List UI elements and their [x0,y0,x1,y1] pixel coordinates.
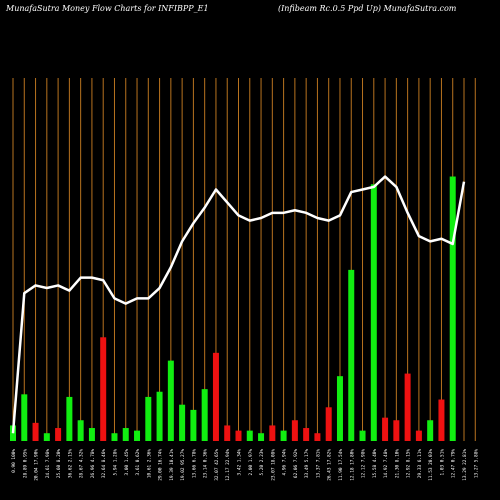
chart-subtitle: (Infibeam Rc.0.5 Ppd Up) MunafaSutra.com [278,4,457,13]
x-tick-label: 13.66 6.78% [191,449,197,478]
money-flow-bar [393,420,400,441]
x-tick-label: 14.92 7.48% [383,449,389,478]
money-flow-bar [325,407,332,441]
x-tick-label: 10.61 2.36% [146,449,152,478]
money-flow-bar [427,420,434,441]
x-tick-label: 13.37 7.81% [315,449,321,478]
x-tick-label: 3.61 0.62% [135,449,141,476]
x-tick-label: 0.90 100% [11,449,17,473]
x-tick-label: 12.12 7.98% [361,449,367,478]
x-tick-label: 23.14 0.36% [203,449,209,478]
x-tick-label: 24.61 7.98% [45,449,51,478]
money-flow-bar [224,425,231,441]
x-tick-label: 12.47 0.79% [451,449,457,478]
x-tick-label: 3.00 1.45% [124,449,130,476]
x-tick-label: 19.02 95.27% [180,449,186,481]
money-flow-bar [190,409,197,441]
money-flow-bar [122,428,129,441]
x-tick-label: 28.89 0.95% [22,449,28,478]
x-tick-label: 3.42 1.34% [237,449,243,476]
x-tick-label: 20.04 17.90% [34,449,40,481]
x-tick-label: 28.67 4.32% [79,449,85,478]
x-tick-label: 19.39 10.41% [169,449,175,481]
x-tick-label: 12.17 22.94% [225,449,231,481]
x-tick-label: 4.96 7.94% [282,449,288,476]
money-flow-bar [134,430,141,441]
money-flow-bar [88,428,95,441]
money-flow-bars [10,176,456,442]
x-tick-label: 1.03 0.51% [439,449,445,476]
money-flow-bar [370,184,377,442]
x-tick-label: 62.06 7.92% [293,449,299,478]
x-tick-label: 5.94 1.28% [112,449,118,476]
x-tick-label: 12.92 8.15% [406,449,412,478]
money-flow-bar [201,389,208,441]
money-flow-bar [280,430,287,441]
x-tick-label: 23.07 18.08% [270,449,276,481]
money-flow-bar [179,404,186,441]
x-tick-label: 13.27 5.88% [473,449,479,478]
money-flow-bar [336,376,343,441]
x-tick-label: 5.20 2.23% [259,449,265,476]
money-flow-bar [167,360,174,441]
x-tick-label: 32.64 8.46% [101,449,107,478]
money-flow-bar [156,391,163,441]
money-flow-bar [111,433,118,441]
x-tick-label: 33.49 5.17% [304,449,310,478]
x-tick-label: 15.58 4.40% [372,449,378,478]
grid-lines [12,78,476,441]
money-flow-bar [66,396,73,441]
x-tick-label: 11.90 17.54% [338,449,344,481]
money-flow-bar [77,420,84,441]
money-flow-bar [212,352,219,441]
money-flow-bar [32,422,39,441]
money-flow-bar [246,430,253,441]
x-tick-label: 29.00 16.74% [158,449,164,481]
money-flow-bar [314,433,321,441]
x-tick-label: 11.53 20.03% [428,449,434,481]
money-flow-bar [449,176,456,441]
x-tick-label: 2.00 1.97% [248,449,254,476]
money-flow-bar [43,433,50,441]
money-flow-bar [100,337,107,441]
x-tick-label: 25.60 8.20% [56,449,62,478]
money-flow-bar [145,396,152,441]
x-tick-label: 26.96 4.78% [90,449,96,478]
price-line-path [11,175,466,434]
x-tick-label: 29.33 6.11% [417,449,423,478]
money-flow-bar [404,373,411,441]
money-flow-bar [269,425,276,441]
x-tick-label: 36.62 2.15% [67,449,73,478]
money-flow-bar [258,433,265,441]
money-flow-bar [291,420,298,441]
money-flow-bar [303,428,310,441]
money-flow-bar [235,430,242,441]
money-flow-bar [415,430,422,441]
money-flow-bar [359,430,366,441]
money-flow-bar [21,394,28,441]
x-tick-label: 32.07 42.65% [214,449,220,481]
price-line [11,175,466,434]
chart-title: MunafaSutra Money Flow Charts for INFIBP… [6,4,209,13]
money-flow-bar [55,428,62,441]
money-flow-bar [382,417,389,441]
x-tick-label: 12.18 17.80% [349,449,355,481]
x-tick-labels: 0.90 100% 28.89 0.95% 20.04 17.90% 24.61 7.… [11,449,479,481]
money-flow-bar [348,269,355,441]
x-tick-label: 13.29 22.81% [462,449,468,481]
x-tick-label: 26.43 17.82% [327,449,333,481]
money-flow-bar [438,399,445,441]
x-tick-label: 21.30 8.10% [394,449,400,478]
